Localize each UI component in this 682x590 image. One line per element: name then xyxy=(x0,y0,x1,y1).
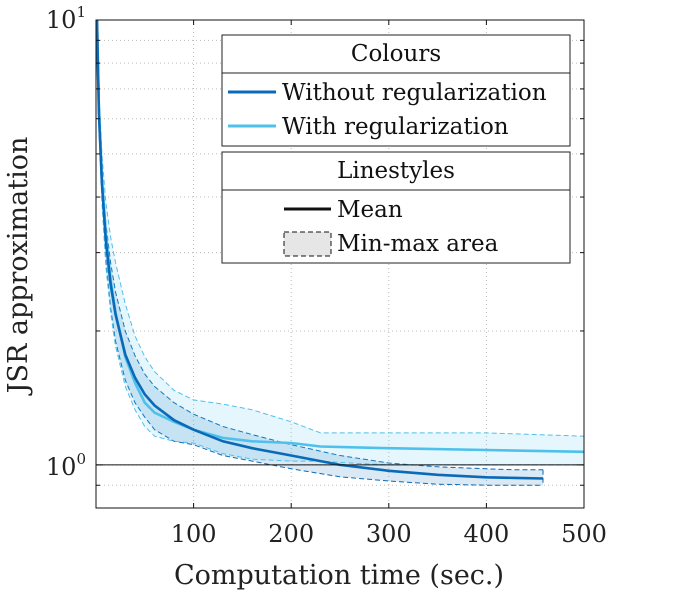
series-lines xyxy=(95,19,585,480)
legend-colours-frame xyxy=(221,34,571,147)
y-tick-label-1: 100 xyxy=(46,450,86,481)
band-with-min-edge xyxy=(96,19,584,466)
y-tick-label-10: 101 xyxy=(46,3,86,34)
line-without-mean xyxy=(95,19,544,480)
x-tick-label-100: 100 xyxy=(171,520,217,548)
axes xyxy=(95,19,585,509)
legend-colours-box: Colours Without regularization With regu… xyxy=(221,34,571,147)
legend-area-label: Min-max area xyxy=(337,231,499,257)
x-axis-label: Computation time (sec.) xyxy=(174,560,504,590)
plot-frame xyxy=(95,19,585,509)
x-tick-label-200: 200 xyxy=(268,520,314,548)
legend-linestyles-box: Linestyles Mean Min-max area xyxy=(221,151,571,264)
x-tick-label-400: 400 xyxy=(463,520,509,548)
legend-colours-title: Colours xyxy=(351,41,441,67)
band-with xyxy=(97,20,584,465)
legend-with-label: With regularization xyxy=(282,114,509,140)
legend-linestyles-title: Linestyles xyxy=(337,158,455,184)
legend-mean-label: Mean xyxy=(337,197,403,223)
legend-area-swatch xyxy=(283,231,332,257)
x-tick-label-500: 500 xyxy=(561,520,607,548)
legend-without-label: Without regularization xyxy=(282,80,547,106)
y-axis-label: JSR approximation xyxy=(3,137,34,397)
band-without-min-edge xyxy=(96,19,543,486)
minmax-bands xyxy=(96,19,585,486)
band-with-max-edge xyxy=(96,19,585,437)
band-without-max-edge xyxy=(96,19,543,471)
x-tick-label-300: 300 xyxy=(366,520,412,548)
legend-linestyles-frame xyxy=(221,151,571,264)
